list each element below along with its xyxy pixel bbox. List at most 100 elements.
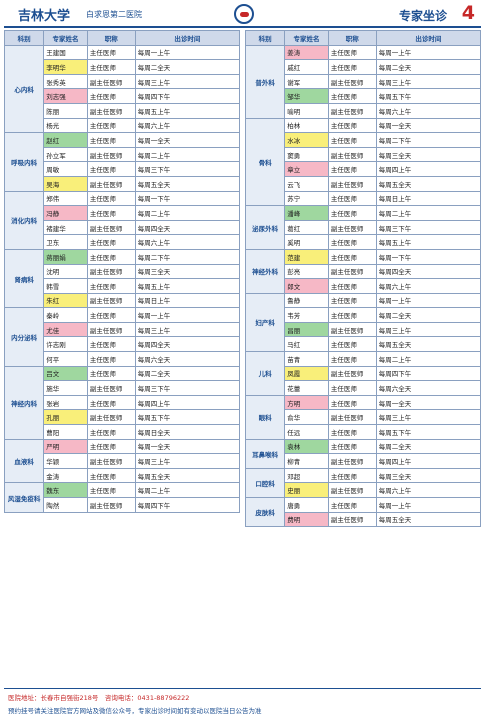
schedule-time: 每周一下午 — [134, 190, 241, 207]
doctor-title: 主任医师 — [327, 438, 377, 455]
doctor-row: 普外科 姜涛 主任医师 每周一上午 — [244, 44, 482, 119]
doctor-title: 主任医师 — [327, 497, 377, 513]
doctor-title: 主任医师 — [327, 394, 377, 411]
doctor-row: 周敏 主任医师 每周三下午 — [5, 161, 241, 177]
doctor-row: 刘志强 主任医师 每周四下午 — [5, 88, 241, 104]
doctor-title: 副主任医师 — [327, 482, 377, 498]
doctor-title: 主任医师 — [327, 88, 377, 104]
doctor-row: 窦勇 副主任医师 每周三全天 — [246, 146, 482, 163]
doctor-row: 妇产科 鲁静 主任医师 每周一上午 — [244, 292, 482, 353]
doctor-title: 副主任医师 — [327, 263, 377, 280]
doctor-title: 主任医师 — [327, 234, 377, 250]
doctor-name: 袁林 — [284, 438, 329, 455]
schedule-time: 每周二上午 — [134, 482, 241, 498]
column-header: 出诊时间 — [375, 30, 482, 46]
department: 心内科 — [3, 44, 45, 134]
schedule-time: 每周二全天 — [134, 59, 241, 75]
doctor-title: 主任医师 — [86, 205, 136, 221]
schedule-time: 每周二下午 — [134, 248, 241, 265]
doctor-title: 主任医师 — [327, 190, 377, 207]
doctor-title: 副主任医师 — [86, 321, 136, 338]
doctor-name: 戚红 — [284, 59, 329, 75]
department: 皮肤科 — [244, 496, 286, 528]
doctor-title: 主任医师 — [86, 482, 136, 498]
schedule-time: 每周四上午 — [375, 453, 482, 469]
doctor-row: 口腔科 邓超 主任医师 每周三全天 — [244, 467, 482, 499]
doctor-row: 肾病科 蒋丽娟 主任医师 每周二下午 — [3, 248, 241, 309]
doctor-title: 主任医师 — [327, 336, 377, 353]
doctor-title: 副主任医师 — [327, 321, 377, 338]
doctor-title: 主任医师 — [327, 117, 377, 134]
schedule-time: 每周三上午 — [134, 73, 241, 90]
doctor-title: 主任医师 — [327, 248, 377, 265]
schedule-time: 每周三上午 — [134, 453, 241, 469]
doctor-name: 章立 — [284, 161, 329, 177]
doctor-name: 窦勇 — [284, 146, 329, 163]
column-header: 职称 — [327, 30, 377, 46]
doctor-title: 副主任医师 — [86, 175, 136, 192]
doctor-name: 昌丽 — [284, 321, 329, 338]
department: 儿科 — [244, 351, 286, 396]
doctor-name: 喻明 — [284, 102, 329, 119]
doctor-title: 副主任医师 — [86, 409, 136, 426]
schedule-time: 每周三全天 — [375, 146, 482, 163]
schedule-time: 每周一全天 — [375, 117, 482, 134]
doctor-row: 孔丽 副主任医师 每周五下午 — [5, 409, 241, 426]
schedule-column: 科别 专家姓名 职称 出诊时间 心内科 王建国 主任医师 每周一上午 李明华 主任医师 每周二全天张… — [3, 30, 241, 513]
doctor-title: 主任医师 — [327, 380, 377, 396]
doctor-row: 戚红 主任医师 每周二全天 — [246, 59, 482, 75]
schedule-time: 每周二上午 — [375, 351, 482, 367]
doctor-name: 周敏 — [43, 161, 88, 177]
doctor-row: 泌尿外科 潘峰 主任医师 每周二上午 — [244, 205, 482, 250]
doctor-row: 神经外科 范建 主任医师 每周一下午 — [244, 248, 482, 294]
doctor-name: 陈丽 — [43, 102, 88, 119]
schedule-time: 每周二全天 — [375, 59, 482, 75]
doctor-title: 副主任医师 — [86, 263, 136, 280]
doctor-row: 谢军 副主任医师 每周三上午 — [246, 73, 482, 90]
doctor-row: 许志刚 主任医师 每周四全天 — [5, 336, 241, 353]
doctor-title: 副主任医师 — [86, 146, 136, 163]
doctor-row: 心内科 王建国 主任医师 每周一上午 — [3, 44, 241, 134]
doctor-name: 花蕾 — [284, 380, 329, 396]
doctor-name: 李明华 — [43, 59, 88, 75]
doctor-name: 唐勇 — [284, 497, 329, 513]
doctor-row: 马红 主任医师 每周五全天 — [246, 336, 482, 353]
header-row: 科别 专家姓名 职称 出诊时间 — [244, 30, 482, 46]
doctor-name: 范建 — [284, 248, 329, 265]
department: 泌尿外科 — [244, 205, 286, 250]
doctor-row: 施华 副主任医师 每周三下午 — [5, 380, 241, 396]
doctor-row: 金涛 主任医师 每周五全天 — [5, 467, 241, 484]
schedule-time: 每周二全天 — [375, 307, 482, 323]
schedule-time: 每周一全天 — [134, 438, 241, 455]
department: 神经外科 — [244, 248, 286, 294]
doctor-title: 主任医师 — [86, 365, 136, 382]
doctor-name: 卫东 — [43, 234, 88, 250]
schedule-time: 每周二全天 — [134, 365, 241, 382]
schedule-time: 每周五全天 — [134, 467, 241, 484]
brand: 吉林大学 — [18, 9, 71, 24]
doctor-title: 副主任医师 — [327, 511, 377, 528]
doctor-name: 苗青 — [284, 351, 329, 367]
doctor-row: 费明 副主任医师 每周五全天 — [246, 511, 482, 528]
doctor-name: 俞华 — [284, 409, 329, 426]
doctor-row: 内分泌科 秦岭 主任医师 每周一上午 — [3, 307, 241, 367]
doctor-title: 副主任医师 — [327, 175, 377, 192]
doctor-row: 苏宁 主任医师 每周日上午 — [246, 190, 482, 207]
doctor-name: 奚明 — [284, 234, 329, 250]
doctor-name: 吕文 — [43, 365, 88, 382]
schedule-time: 每周四下午 — [134, 88, 241, 104]
doctor-title: 主任医师 — [86, 467, 136, 484]
doctor-title: 主任医师 — [86, 278, 136, 294]
schedule-time: 每周一全天 — [134, 132, 241, 148]
schedule-time: 每周六上午 — [375, 278, 482, 294]
doctor-title: 副主任医师 — [86, 73, 136, 90]
doctor-row: 陶然 副主任医师 每周四下午 — [5, 497, 241, 513]
schedule-time: 每周三上午 — [375, 321, 482, 338]
doctor-name: 严明 — [43, 438, 88, 455]
schedule-time: 每周五上午 — [134, 102, 241, 119]
department: 消化内科 — [3, 190, 45, 250]
schedule-time: 每周三下午 — [375, 219, 482, 236]
schedule-time: 每周三全天 — [134, 263, 241, 280]
doctor-row: 神经内科 吕文 主任医师 每周二全天 — [3, 365, 241, 440]
